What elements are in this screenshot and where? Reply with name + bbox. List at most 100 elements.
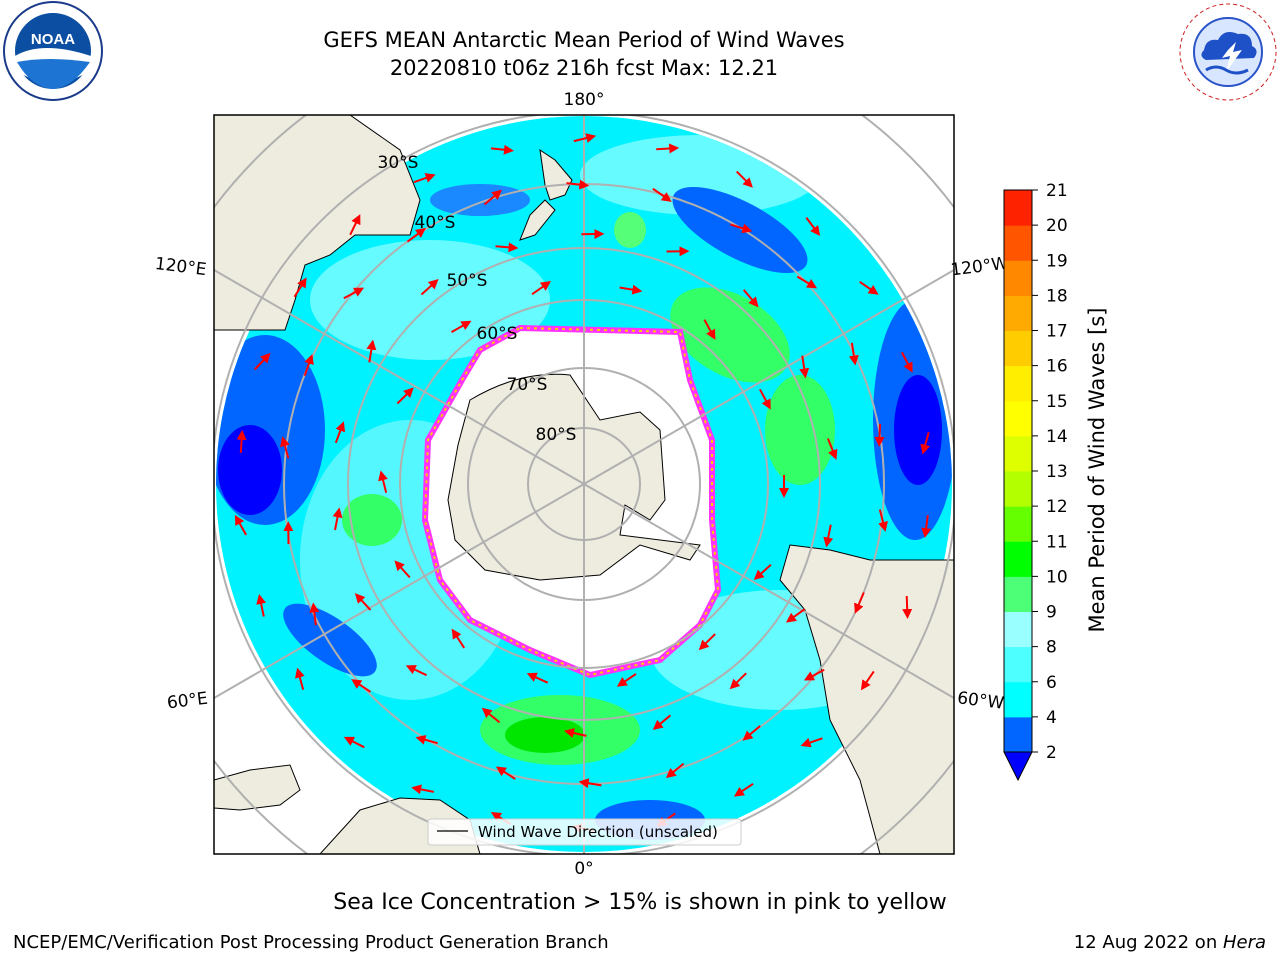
colorbar-tick-label: 11: [1046, 532, 1068, 552]
wave-direction-arrow: [406, 227, 426, 243]
wave-direction-arrow: [420, 279, 439, 296]
sea-ice-caption: Sea Ice Concentration > 15% is shown in …: [333, 890, 947, 915]
colorbar-segment: [1004, 225, 1032, 261]
wave-direction-arrow: [848, 342, 859, 366]
wave-direction-arrow: [800, 737, 823, 748]
wave-direction-arrow: [495, 242, 519, 253]
lon-label-180: 180°: [564, 90, 605, 110]
wave-direction-arrow: [236, 429, 247, 453]
lon-label-60e: 60°E: [166, 689, 209, 714]
wave-direction-arrow: [742, 725, 761, 741]
footer-credit: NCEP/EMC/Verification Post Processing Pr…: [13, 932, 609, 953]
wave-direction-arrow: [878, 509, 888, 532]
wave-direction-arrow: [656, 143, 680, 154]
wave-direction-arrow: [343, 287, 365, 300]
wave-direction-arrow: [280, 436, 290, 459]
colorbar-tick-label: 20: [1046, 216, 1068, 236]
colorbar-segment: [1004, 190, 1032, 226]
colorbar-segment: [1004, 260, 1032, 296]
wave-direction-arrow: [481, 707, 501, 724]
noaa-logo: NOAA: [3, 1, 103, 101]
wave-direction-arrow: [796, 275, 818, 289]
new-zealand-north-land: [539, 148, 573, 201]
chart-subtitle: 20220810 t06z 216h fcst Max: 12.21: [389, 56, 779, 80]
colorbar-tick-label: 6: [1046, 673, 1057, 693]
nws-logo: [1178, 2, 1278, 102]
wave-direction-arrow: [730, 223, 753, 234]
lat-label-70s: 70°S: [507, 375, 548, 395]
wave-direction-arrow: [920, 432, 931, 455]
wave-direction-arrow: [902, 595, 913, 619]
wave-direction-arrow: [293, 277, 307, 298]
wave-direction-arrow: [859, 280, 879, 295]
colorbar-tick-label: 21: [1046, 181, 1068, 201]
lon-label-120w: 120°W: [950, 254, 1010, 281]
colorbar-tick-label: 10: [1046, 567, 1068, 587]
map-legend: Wind Wave Direction (unscaled): [427, 818, 742, 846]
colorbar-segment: [1004, 576, 1032, 612]
lon-label-0: 0°: [574, 859, 593, 879]
wave-direction-arrow: [578, 778, 602, 789]
wave-direction-arrow: [531, 281, 552, 296]
wave-direction-arrow: [619, 284, 643, 295]
lat-label-30s: 30°S: [378, 153, 419, 173]
colorbar: 2 4 6 8 9 10 11 12 13 14 15 16 17 18 19 20 21: [1003, 181, 1068, 782]
colorbar-segment: [1004, 330, 1032, 367]
wave-direction-arrow: [234, 514, 247, 536]
lightning-icon: [1222, 42, 1242, 72]
colorbar-segment: [1004, 435, 1032, 472]
wave-direction-arrow: [742, 289, 759, 308]
wave-direction-arrow: [451, 628, 466, 649]
wave-direction-arrow: [394, 560, 411, 579]
wave-direction-arrow: [334, 421, 346, 444]
wave-direction-arrow: [729, 672, 747, 690]
lat-label-60s: 60°S: [477, 324, 518, 344]
lat-label-40s: 40°S: [415, 213, 456, 233]
wave-direction-arrow: [495, 766, 516, 780]
wave-direction-arrow: [351, 679, 372, 693]
colorbar-segment: [1004, 506, 1032, 542]
colorbar-tick-label: 14: [1046, 427, 1068, 447]
wave-direction-arrow: [703, 319, 716, 340]
colorbar-segment: [1004, 295, 1032, 331]
colorbar-tick-label: 19: [1046, 251, 1068, 271]
wave-direction-arrow: [405, 665, 428, 677]
wave-direction-arrow: [256, 594, 267, 617]
cloud-icon: [1201, 32, 1257, 60]
wave-direction-arrow: [735, 170, 753, 188]
wave-direction-arrow: [332, 507, 343, 531]
australia-land: [214, 115, 421, 331]
colorbar-segment: [1004, 541, 1032, 577]
colorbar-under-triangle: [1003, 751, 1033, 782]
wind-wave-arrows: [234, 133, 932, 834]
colorbar-segment: [1004, 365, 1032, 402]
wave-direction-arrow: [366, 339, 377, 363]
wave-direction-arrow: [354, 593, 372, 611]
colorbar-tick-label: 16: [1046, 357, 1068, 377]
colorbar-segment: [1004, 400, 1032, 437]
chart-title: GEFS MEAN Antarctic Mean Period of Wind …: [323, 28, 845, 52]
wave-direction-arrow: [785, 608, 806, 623]
wave-direction-arrow: [826, 438, 838, 460]
wave-direction-arrow: [415, 734, 438, 745]
wave-direction-arrow: [698, 633, 716, 651]
wave-direction-arrow: [665, 762, 685, 779]
colorbar-segment: [1004, 646, 1032, 683]
wave-direction-arrow: [921, 515, 932, 539]
wave-direction-arrow: [805, 217, 821, 237]
wave-direction-arrow: [573, 133, 597, 143]
wave-direction-arrow: [854, 592, 865, 614]
lon-label-60w: 60°W: [956, 688, 1005, 714]
lat-label-80s: 80°S: [536, 425, 577, 445]
colorbar-tick-label: 8: [1046, 638, 1057, 658]
footer-date-text: 12 Aug 2022 on: [1073, 932, 1223, 953]
colorbar-tick-label: 13: [1046, 462, 1068, 482]
wave-direction-arrow: [378, 470, 388, 493]
wave-direction-arrow: [733, 782, 754, 797]
footer-host: Hera: [1222, 932, 1266, 953]
wave-direction-arrow: [874, 423, 885, 447]
footer-date: 12 Aug 2022 on Hera: [1074, 932, 1266, 953]
wave-direction-arrow: [343, 736, 365, 749]
wave-direction-arrow: [803, 668, 825, 681]
